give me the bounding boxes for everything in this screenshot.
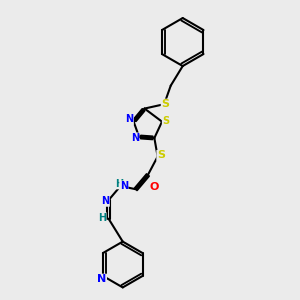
Text: S: S: [157, 151, 165, 160]
Text: O: O: [150, 182, 159, 192]
Text: N: N: [97, 274, 106, 284]
Text: N: N: [120, 181, 128, 191]
Text: N: N: [125, 115, 133, 124]
Text: H: H: [98, 213, 106, 223]
Text: S: S: [161, 99, 169, 109]
Text: H: H: [116, 179, 124, 189]
Text: N: N: [101, 196, 110, 206]
Text: S: S: [162, 116, 169, 126]
Text: N: N: [131, 133, 139, 143]
